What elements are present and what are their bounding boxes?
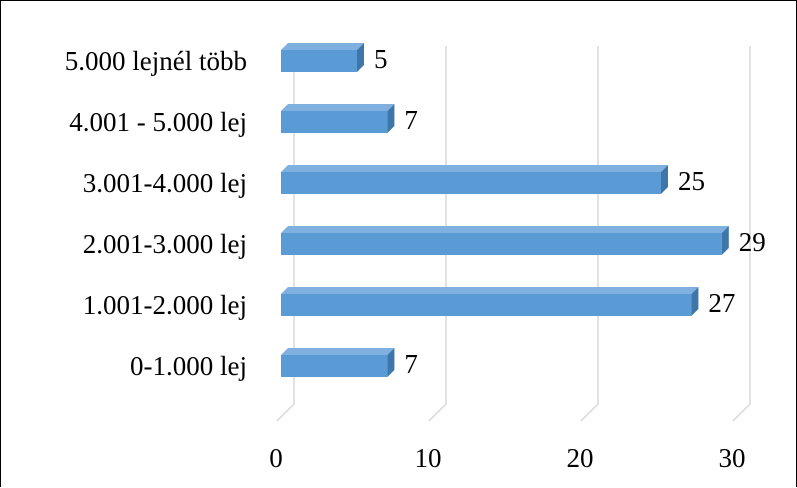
bar-4 <box>281 165 668 194</box>
bar-front-face <box>281 233 722 255</box>
bar-front-face <box>281 294 692 316</box>
data-label-6: 5 <box>374 44 388 74</box>
bar-3 <box>281 226 729 255</box>
bar-6 <box>281 43 364 72</box>
category-label-4: 3.001-4.000 lej <box>83 168 247 198</box>
data-label-4: 25 <box>678 166 705 196</box>
data-label-3: 29 <box>739 227 766 257</box>
bar-top-face <box>281 348 395 355</box>
bars <box>281 43 729 377</box>
bar-side-face <box>721 226 729 255</box>
bar-top-face <box>281 165 668 172</box>
bar-side-face <box>661 165 668 194</box>
data-label-2: 27 <box>708 288 735 318</box>
bar-2 <box>281 287 699 316</box>
bar-top-face <box>281 287 699 294</box>
bar-1 <box>281 348 395 377</box>
bar-front-face <box>281 111 388 133</box>
x-tick-label-20: 20 <box>567 443 594 473</box>
x-tick-label-0: 0 <box>269 443 283 473</box>
labels: 0 10 20 30 0-1.000 lej 7 1.001-2.000 lej 27 2.00… <box>65 44 766 473</box>
category-label-6: 5.000 lejnél több <box>65 46 247 76</box>
bar-top-face <box>281 43 364 50</box>
bar-front-face <box>281 355 388 377</box>
data-label-1: 7 <box>404 349 418 379</box>
x-tick-label-10: 10 <box>415 443 442 473</box>
bar-top-face <box>281 104 395 111</box>
bar-side-face <box>691 287 699 316</box>
bar-5 <box>281 104 395 133</box>
category-label-5: 4.001 - 5.000 lej <box>69 107 247 137</box>
bar-side-face <box>357 43 364 72</box>
bar-front-face <box>281 50 357 72</box>
bar-side-face <box>387 348 395 377</box>
data-label-5: 7 <box>404 105 418 135</box>
bar-side-face <box>387 104 395 133</box>
gridline-30 <box>732 46 751 422</box>
category-label-3: 2.001-3.000 lej <box>83 229 247 259</box>
bar-front-face <box>281 172 661 194</box>
x-tick-label-30: 30 <box>719 443 746 473</box>
category-label-2: 1.001-2.000 lej <box>83 290 247 320</box>
bar-top-face <box>281 226 729 233</box>
category-label-1: 0-1.000 lej <box>130 351 247 381</box>
